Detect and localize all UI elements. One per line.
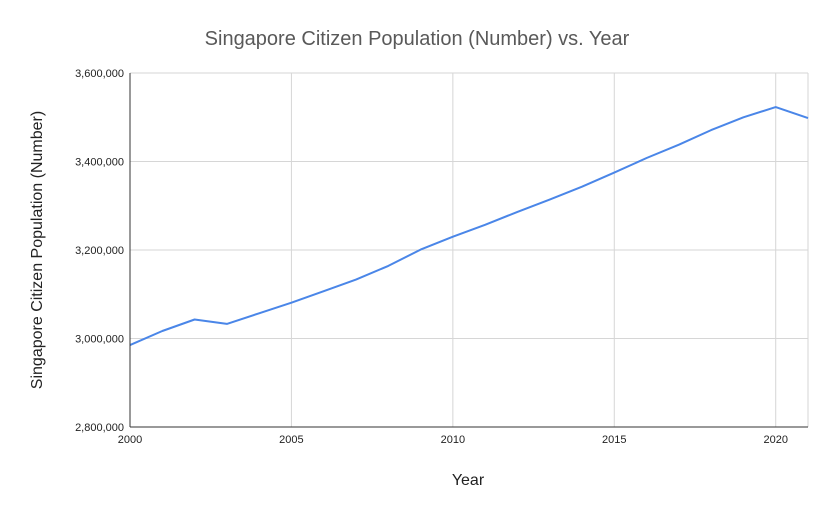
y-tick-label: 2,800,000 [75, 422, 124, 434]
y-tick-labels: 2,800,000 3,000,000 3,200,000 3,400,000 3,60… [75, 68, 124, 434]
x-axis-title: Year [452, 472, 485, 489]
y-tick-label: 3,000,000 [75, 334, 124, 346]
x-tick-labels: 2000 2005 2010 2015 2020 [118, 434, 788, 446]
x-tick-label: 2005 [279, 434, 303, 446]
x-tick-label: 2015 [602, 434, 626, 446]
series-line [129, 106, 809, 347]
series-lines [129, 106, 809, 347]
x-tick-label: 2020 [763, 434, 787, 446]
axes [129, 73, 808, 428]
chart-title: Singapore Citizen Population (Number) vs… [205, 28, 630, 50]
y-tick-label: 3,600,000 [75, 68, 124, 80]
y-axis-title: Singapore Citizen Population (Number) [29, 111, 46, 389]
y-tick-label: 3,400,000 [75, 157, 124, 169]
gridlines [130, 72, 809, 427]
y-tick-label: 3,200,000 [75, 245, 124, 257]
x-tick-label: 2000 [118, 434, 142, 446]
x-tick-label: 2010 [441, 434, 465, 446]
